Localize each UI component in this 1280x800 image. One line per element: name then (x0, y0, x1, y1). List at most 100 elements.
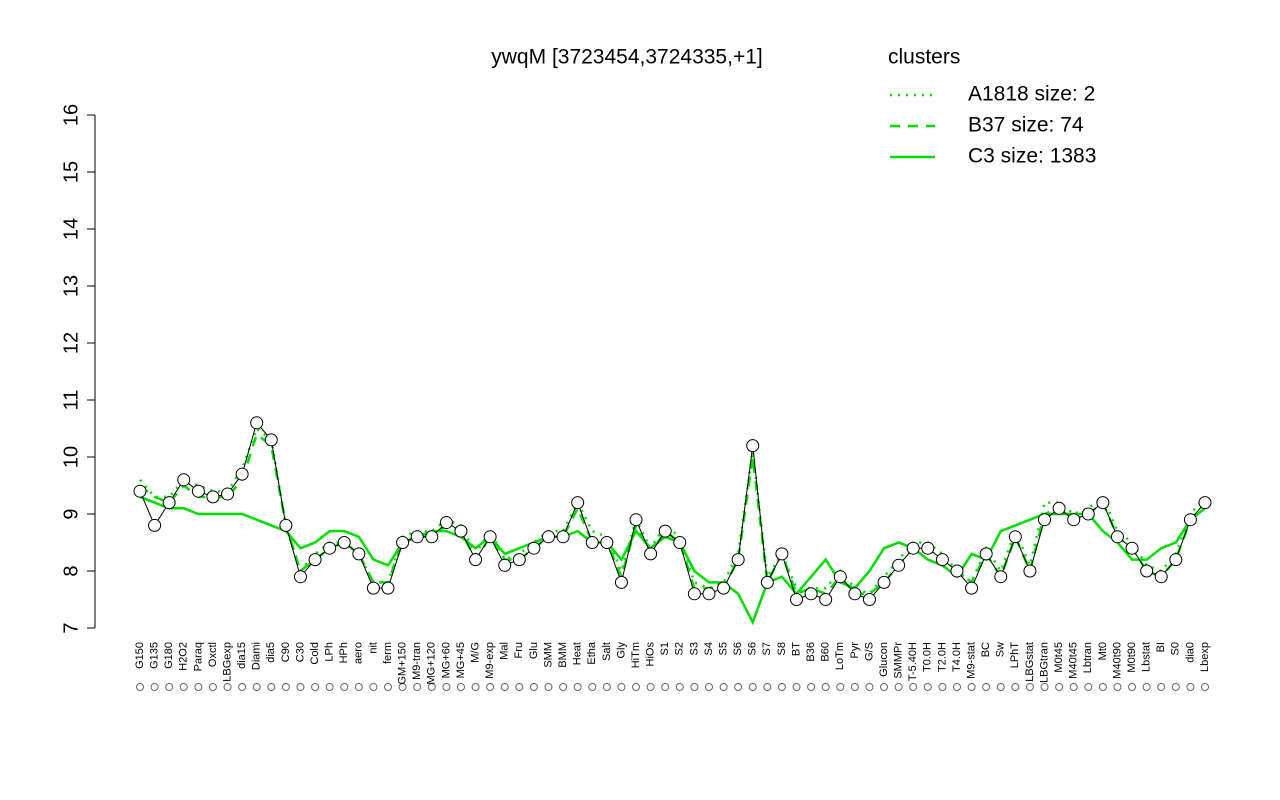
data-point (965, 581, 979, 595)
x-tick-label: S3 (688, 642, 700, 655)
x-tick-label: H2O2 (178, 642, 190, 671)
x-tick-label: Etha (586, 641, 598, 665)
x-tick-label: M40t45 (1068, 642, 1080, 679)
data-point (148, 518, 162, 532)
x-tick-label: S6 (732, 642, 744, 655)
data-point (877, 575, 891, 589)
data-point (746, 439, 760, 453)
x-tick-label: Lbtran (1082, 642, 1094, 673)
data-point (527, 541, 541, 555)
rug-dot (252, 683, 261, 691)
data-point (381, 581, 395, 595)
x-tick-label: BI (1155, 642, 1167, 652)
x-tick-label: S7 (761, 642, 773, 655)
data-point (541, 530, 555, 544)
rug-dot (1113, 683, 1122, 691)
data-point (935, 553, 949, 567)
data-point (848, 587, 862, 601)
data-point (410, 530, 424, 544)
data-point (790, 593, 804, 606)
x-tick-label: LPh (324, 642, 336, 662)
data-point (133, 484, 147, 498)
y-tick-label: 7 (60, 622, 82, 633)
rug-dot (281, 683, 290, 691)
x-tick-label: dia5 (265, 642, 277, 663)
x-tick-label: G135 (148, 642, 160, 669)
data-point (906, 541, 920, 555)
data-point (644, 547, 658, 561)
data-point (892, 558, 906, 572)
x-tick-label: LoTm (834, 642, 846, 670)
x-tick-label: SMM (542, 642, 554, 668)
rug-dot (150, 683, 159, 691)
rug-dot (179, 683, 188, 691)
rug-dot (1157, 683, 1166, 691)
x-tick-label: T4.0H (951, 642, 963, 672)
rug-dot (238, 683, 247, 691)
x-tick-label: M9-exp (484, 642, 496, 679)
x-tick-label: Mt0 (1097, 642, 1109, 660)
x-tick-label: S0 (1170, 642, 1182, 655)
x-tick-label: Mal (499, 642, 511, 660)
data-point (191, 484, 205, 498)
data-point (833, 570, 847, 584)
x-tick-label: Diami (251, 642, 263, 670)
rug-dot (661, 683, 670, 691)
data-point (366, 581, 380, 595)
legend-label: A1818 size: 2 (968, 83, 1095, 106)
rug-dot (456, 683, 465, 691)
rug-dot (632, 683, 641, 691)
data-point (352, 547, 366, 561)
data-point (1125, 541, 1139, 555)
x-tick-label: SMMPr (893, 642, 905, 679)
rug-dot (194, 683, 203, 691)
rug-dot (165, 683, 174, 691)
data-point (1008, 530, 1022, 544)
x-tick-label: aero (353, 642, 365, 664)
x-tick-label: S2 (674, 642, 686, 655)
data-point (921, 541, 935, 555)
rug-dot (821, 683, 830, 691)
x-tick-label: Cold (309, 642, 321, 665)
rug-dot (340, 683, 349, 691)
rug-dot (923, 683, 932, 691)
rug-dot (792, 683, 801, 691)
data-point (250, 416, 264, 430)
rug-dot (1186, 683, 1195, 691)
data-point (293, 570, 307, 584)
data-point (1023, 564, 1037, 578)
x-tick-label: B36 (805, 642, 817, 662)
rug-dot (1098, 683, 1107, 691)
data-point (1110, 530, 1124, 544)
rug-dot (486, 683, 495, 691)
data-point (1198, 496, 1212, 510)
x-tick-label: T2.0H (936, 642, 948, 672)
rug-dot (865, 683, 874, 691)
rug-dot (427, 683, 436, 691)
data-point (221, 487, 235, 501)
x-tick-label: HiOs (645, 642, 657, 667)
y-tick-label: 14 (60, 218, 82, 240)
x-tick-label: Paraq (192, 642, 204, 671)
rug-dot (748, 683, 757, 691)
rug-dot (471, 683, 480, 691)
x-tick-label: nit (367, 642, 379, 654)
data-point (950, 564, 964, 578)
rug-dot (296, 683, 305, 691)
rug-dot (675, 683, 684, 691)
x-tick-label: S6 (747, 642, 759, 655)
data-point (571, 496, 585, 510)
rug-dot (938, 683, 947, 691)
x-tick-label: M/G (469, 642, 481, 663)
x-tick-label: B60 (820, 642, 832, 662)
rug-dot (1084, 683, 1093, 691)
rug-dot (734, 683, 743, 691)
y-tick-label: 13 (60, 275, 82, 297)
rug-dot (325, 683, 334, 691)
x-tick-label: ferm (382, 642, 394, 664)
data-point (629, 513, 643, 527)
rug-dot (267, 683, 276, 691)
data-point (206, 490, 220, 504)
x-tick-label: GM+150 (397, 642, 409, 685)
x-tick-label: MG+120 (426, 642, 438, 685)
